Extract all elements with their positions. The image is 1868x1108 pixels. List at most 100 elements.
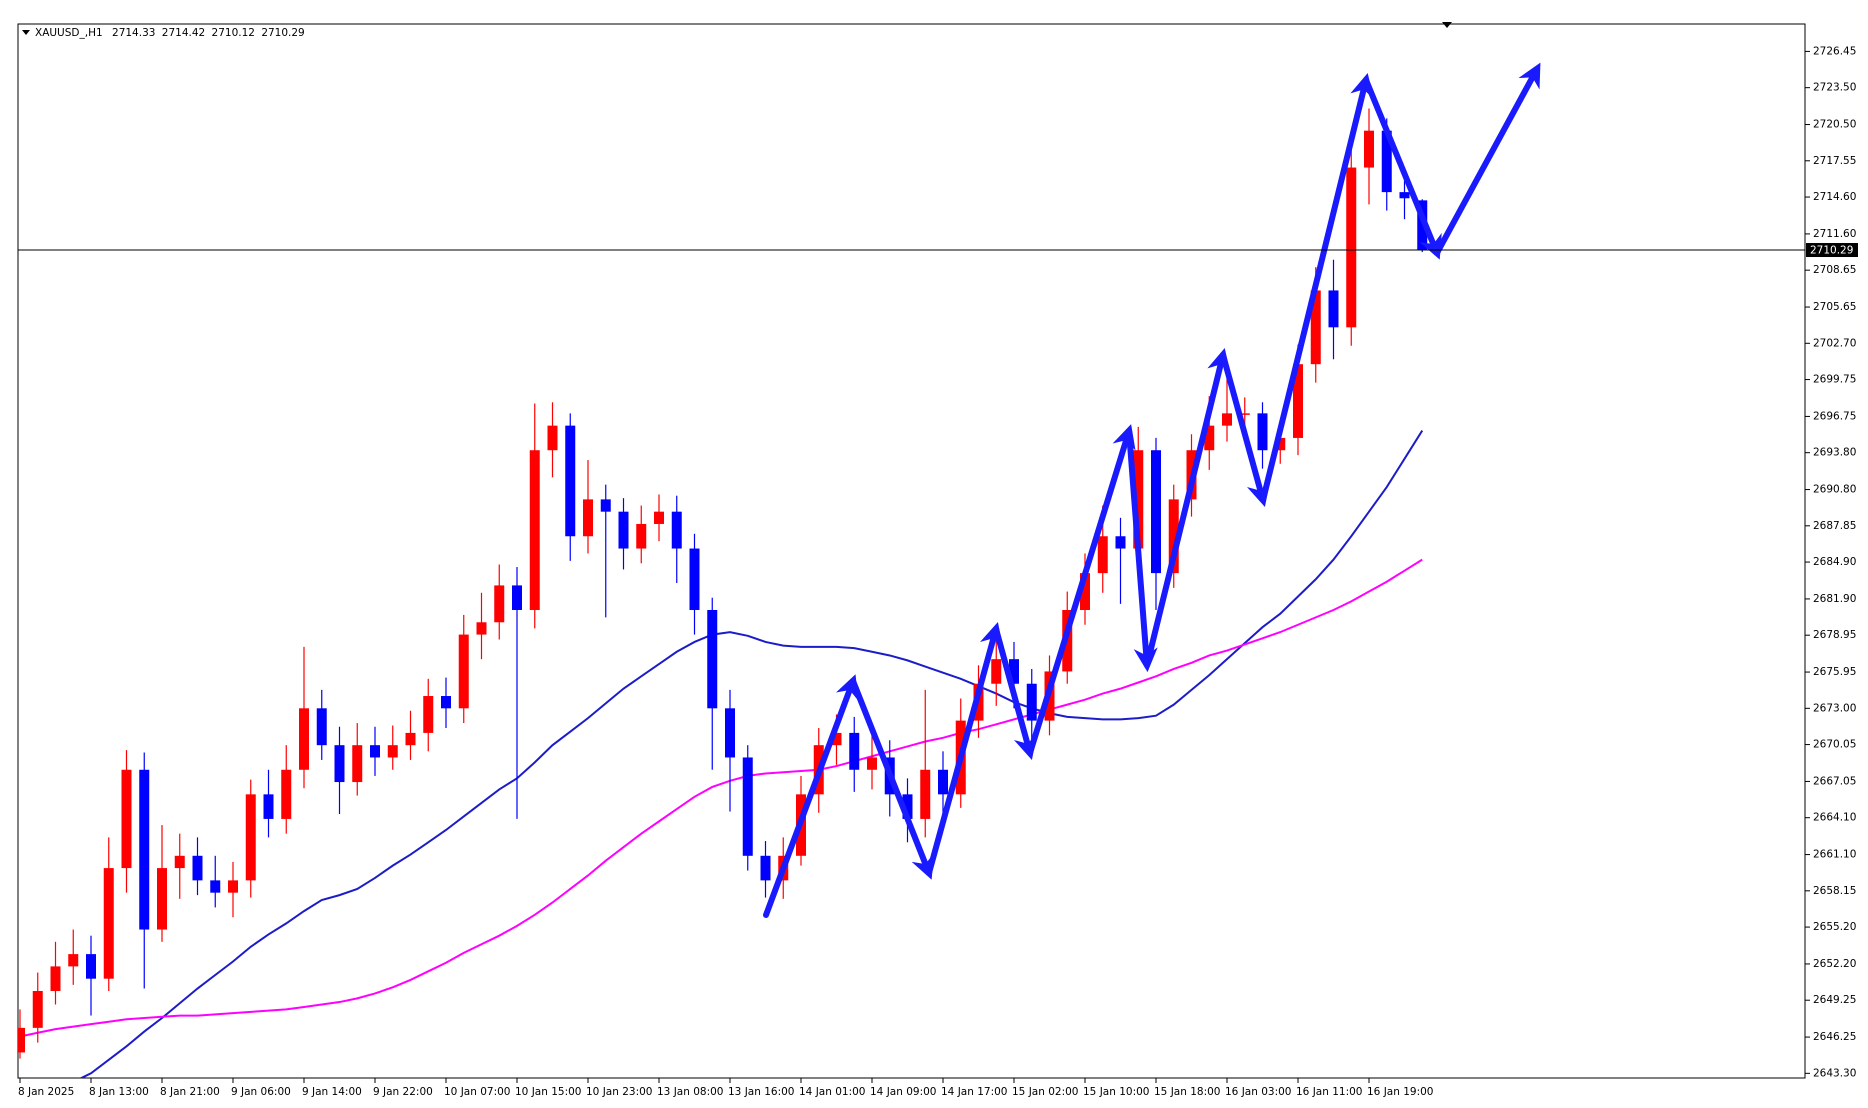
y-tick-label: 2681.90 (1813, 593, 1856, 605)
x-tick-label: 16 Jan 19:00 (1367, 1086, 1433, 1098)
y-tick-label: 2661.10 (1813, 849, 1856, 861)
x-tick-label: 10 Jan 07:00 (444, 1086, 510, 1098)
arrow (993, 626, 1038, 760)
price-label-box (1806, 243, 1858, 258)
candle-body (494, 585, 505, 623)
arrow (1260, 73, 1374, 503)
y-tick-label: 2678.95 (1813, 629, 1856, 641)
y-tick-label: 2652.20 (1813, 958, 1856, 970)
x-tick-label: 15 Jan 18:00 (1154, 1086, 1220, 1098)
candle-body (1310, 290, 1321, 365)
candle-body (1417, 200, 1428, 251)
y-tick-label: 2658.15 (1813, 885, 1856, 897)
candle-body (547, 425, 558, 451)
candle-body (476, 622, 487, 635)
y-tick-label: 2726.45 (1813, 45, 1856, 57)
y-tick-label: 2723.50 (1813, 82, 1856, 94)
x-tick-label: 15 Jan 02:00 (1012, 1086, 1078, 1098)
candle-body (512, 585, 522, 610)
y-tick-label: 2720.50 (1813, 119, 1856, 131)
chart-header: XAUUSD_,H1 2714.33 2714.42 2710.12 2710.… (35, 27, 305, 39)
candle-body (583, 499, 593, 537)
high-info: 2714.42 (162, 27, 205, 39)
candle-body (228, 880, 238, 893)
candle-body (1399, 192, 1410, 199)
candle-body (707, 609, 718, 709)
candle-body (529, 450, 540, 610)
y-tick-label: 2693.80 (1813, 447, 1856, 459)
plot-area (18, 108, 1428, 1078)
candle-body (742, 757, 753, 856)
y-tick-label: 2702.70 (1813, 337, 1856, 349)
y-tick-label: 2714.60 (1813, 191, 1856, 203)
candle-body (50, 966, 61, 991)
plot-frame (17, 23, 1806, 1079)
x-tick-label: 9 Jan 14:00 (302, 1086, 362, 1098)
low-info: 2710.12 (212, 27, 255, 39)
y-tick-label: 2675.95 (1813, 666, 1856, 678)
candle-body (1151, 450, 1161, 574)
candle-body (1346, 167, 1357, 328)
y-tick-label: 2705.65 (1813, 301, 1856, 313)
moving-average-line (19, 558, 1423, 1038)
x-tick-label: 8 Jan 21:00 (160, 1086, 220, 1098)
candle-body (316, 708, 327, 746)
y-tick-label: 2664.10 (1813, 812, 1856, 824)
candle-body (210, 880, 221, 893)
x-tick-label: 15 Jan 10:00 (1083, 1086, 1149, 1098)
candle-body (370, 745, 380, 758)
x-tick-label: 16 Jan 03:00 (1225, 1086, 1291, 1098)
candle-body (174, 855, 185, 869)
x-tick-label: 9 Jan 06:00 (231, 1086, 291, 1098)
y-tick-label: 2690.80 (1813, 484, 1856, 496)
candle-body (1115, 536, 1126, 549)
y-tick-label: 2717.55 (1813, 155, 1856, 167)
candle-body (671, 511, 682, 549)
arrow (850, 678, 934, 880)
candle-body (938, 769, 948, 795)
y-tick-label: 2670.05 (1813, 739, 1856, 751)
candle-body (1204, 425, 1215, 451)
arrow (1220, 352, 1271, 507)
y-tick-label: 2667.05 (1813, 775, 1856, 787)
candle-body (636, 523, 647, 549)
candle-body (458, 634, 469, 709)
candle-body (387, 745, 398, 758)
candle-body (654, 511, 664, 524)
candle-body (68, 954, 79, 967)
x-tick-label: 13 Jan 16:00 (728, 1086, 794, 1098)
candle-body (920, 769, 931, 819)
candle-body (86, 954, 96, 979)
moving-average-line (79, 430, 1424, 1078)
candle-body (565, 425, 576, 537)
candle-body (1381, 130, 1392, 193)
candle-body (867, 757, 877, 770)
candle-body (760, 855, 771, 881)
arrow (1027, 424, 1136, 756)
arrow (763, 674, 859, 918)
candle-body (299, 708, 309, 770)
candle-body (849, 732, 860, 770)
candle-body (1080, 573, 1090, 610)
candle-body (1293, 364, 1303, 438)
candle-body (352, 745, 363, 783)
x-tick-label: 9 Jan 22:00 (373, 1086, 433, 1098)
y-tick-label: 2673.00 (1813, 702, 1856, 714)
candle-body (831, 732, 842, 746)
candle-body (1239, 413, 1250, 415)
x-tick-label: 16 Jan 11:00 (1296, 1086, 1362, 1098)
arrow (1126, 428, 1158, 673)
y-tick-label: 2699.75 (1813, 374, 1856, 386)
candle-body (991, 659, 1002, 684)
y-tick-label: 2708.65 (1813, 264, 1856, 276)
menu-triangle (22, 30, 30, 35)
price-label: 2710.29 (1810, 245, 1853, 257)
candle-body (1328, 290, 1339, 328)
candle-body (103, 868, 114, 979)
arrow (926, 622, 1004, 876)
candle-body (689, 548, 700, 610)
y-tick-label: 2711.60 (1813, 228, 1856, 240)
y-tick-label: 2696.75 (1813, 410, 1856, 422)
arrow (1363, 77, 1442, 260)
